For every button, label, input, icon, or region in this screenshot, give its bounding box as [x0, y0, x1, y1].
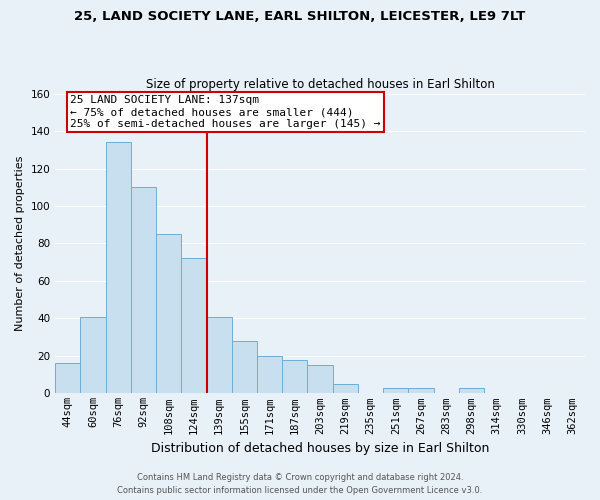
Bar [307, 366, 332, 394]
Bar [383, 388, 409, 394]
Y-axis label: Number of detached properties: Number of detached properties [15, 156, 25, 331]
Bar [232, 341, 257, 394]
Bar [409, 388, 434, 394]
X-axis label: Distribution of detached houses by size in Earl Shilton: Distribution of detached houses by size … [151, 442, 489, 455]
Bar [332, 384, 358, 394]
Bar [257, 356, 282, 394]
Bar [55, 364, 80, 394]
Text: 25 LAND SOCIETY LANE: 137sqm
← 75% of detached houses are smaller (444)
25% of s: 25 LAND SOCIETY LANE: 137sqm ← 75% of de… [70, 96, 381, 128]
Text: 25, LAND SOCIETY LANE, EARL SHILTON, LEICESTER, LE9 7LT: 25, LAND SOCIETY LANE, EARL SHILTON, LEI… [74, 10, 526, 23]
Bar [80, 316, 106, 394]
Title: Size of property relative to detached houses in Earl Shilton: Size of property relative to detached ho… [146, 78, 494, 91]
Bar [459, 388, 484, 394]
Bar [282, 360, 307, 394]
Bar [156, 234, 181, 394]
Bar [206, 316, 232, 394]
Bar [106, 142, 131, 394]
Bar [181, 258, 206, 394]
Text: Contains HM Land Registry data © Crown copyright and database right 2024.
Contai: Contains HM Land Registry data © Crown c… [118, 474, 482, 495]
Bar [131, 188, 156, 394]
